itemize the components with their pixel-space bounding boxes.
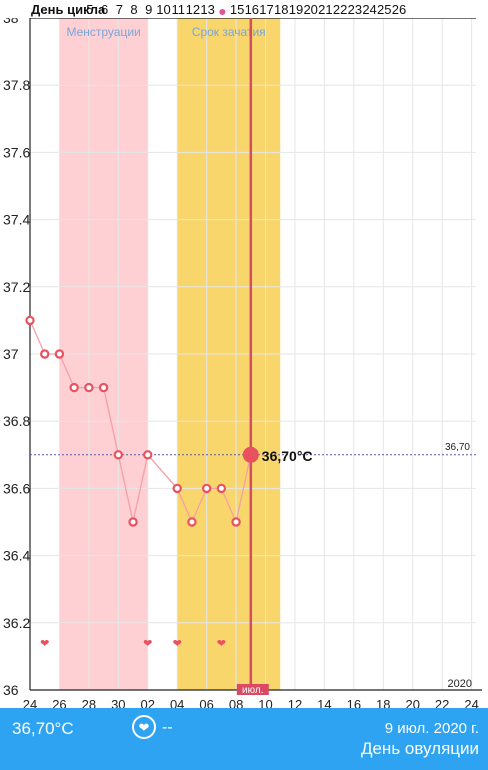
cycle-day-label: 25 (377, 2, 391, 17)
cycle-day-label: 20 (303, 2, 317, 17)
x-tick-label: 06 (199, 697, 213, 708)
temperature-point (172, 483, 182, 494)
footer-day-label: День овуляции (360, 739, 479, 758)
cycle-day-label: 17 (259, 2, 273, 17)
temperature-point (231, 517, 241, 527)
temperature-point (113, 450, 124, 460)
cycle-day-title: День цикла (31, 2, 106, 17)
y-tick-label: 36.4 (3, 548, 30, 564)
selected-point (242, 446, 259, 463)
month-label-bg (236, 684, 269, 695)
y-tick-label: 37 (3, 346, 19, 362)
y-tick-label: 36.8 (3, 413, 30, 429)
x-tick-label: 20 (405, 697, 419, 708)
temperature-point (216, 483, 227, 494)
y-tick-label: 37.6 (3, 144, 30, 160)
x-tick-label: 02 (141, 697, 155, 708)
month-label: июл. (242, 685, 263, 696)
footer-intercourse-value: -- (162, 719, 173, 736)
cycle-day-label: 7 (116, 2, 123, 17)
heart-button[interactable]: ❤ (132, 715, 156, 739)
bbt-chart[interactable]: 3636.236.436.636.83737.237.437.637.83824… (0, 0, 488, 708)
x-tick-label: 10 (258, 697, 272, 708)
temperature-point (143, 450, 153, 460)
x-tick-label: 16 (347, 697, 361, 708)
x-tick-label: 30 (111, 697, 125, 708)
heart-icon: ❤ (138, 719, 150, 735)
header-strip (0, 0, 488, 18)
heart-marker-icon: ❤ (143, 638, 152, 650)
cycle-day-label: 13 (200, 2, 214, 17)
heart-marker-icon: ❤ (217, 638, 226, 650)
cycle-day-label: 22 (333, 2, 347, 17)
cycle-day-label: 21 (318, 2, 332, 17)
x-tick-label: 14 (317, 697, 331, 708)
x-tick-label: 04 (170, 697, 184, 708)
x-tick-label: 22 (435, 697, 449, 708)
cycle-day-label: 18 (274, 2, 288, 17)
heart-marker-icon: ❤ (40, 638, 49, 650)
heart-marker-icon: ❤ (173, 638, 182, 650)
temperature-point (40, 349, 50, 359)
y-tick-label: 37.4 (3, 212, 30, 228)
cycle-day-label: 23 (348, 2, 362, 17)
cycle-day-label: 5 (86, 2, 93, 17)
reference-label: 36,70 (445, 442, 470, 453)
y-tick-label: 37.2 (3, 279, 30, 295)
cycle-day-label: 11 (171, 2, 185, 17)
band-label: Менструации (66, 25, 140, 39)
cycle-day-label: 6 (101, 2, 108, 17)
cycle-day-label: 26 (392, 2, 406, 17)
x-tick-label: 12 (288, 697, 302, 708)
x-tick-label: 08 (229, 697, 243, 708)
temperature-point (54, 349, 65, 359)
temperature-point (98, 382, 109, 393)
cycle-day-label: 8 (130, 2, 137, 17)
footer-date: 9 июл. 2020 г. (384, 720, 479, 737)
x-tick-label: 26 (52, 697, 66, 708)
cycle-day-label: 9 (145, 2, 152, 17)
cycle-day-label: 16 (245, 2, 259, 17)
cycle-day-label: 10 (156, 2, 170, 17)
x-tick-label: 24 (23, 697, 37, 708)
cycle-day-label: 15 (230, 2, 244, 17)
year-label: 2020 (448, 678, 472, 690)
temperature-point (187, 517, 197, 527)
y-tick-label: 36.2 (3, 615, 30, 631)
cycle-day-label: 19 (289, 2, 303, 17)
temperature-point (25, 315, 35, 326)
y-tick-label: 37.8 (3, 77, 30, 93)
y-tick-label: 36 (3, 682, 19, 698)
cycle-day-label: 24 (362, 2, 376, 17)
x-tick-label: 24 (464, 697, 478, 708)
cycle-day-label: 12 (186, 2, 200, 17)
temperature-point (128, 517, 138, 527)
selected-value-label: 36,70°C (262, 448, 313, 464)
temperature-point (84, 382, 94, 393)
x-tick-label: 18 (376, 697, 390, 708)
y-tick-label: 36.6 (3, 480, 30, 496)
x-tick-label: 28 (82, 697, 96, 708)
band-label: Срок зачатия (192, 25, 266, 39)
footer-bar: 36,70°C ❤ -- 9 июл. 2020 г. День овуляци… (0, 708, 488, 770)
footer-temperature[interactable]: 36,70°C (12, 719, 74, 738)
temperature-point (201, 483, 212, 494)
temperature-point (69, 382, 79, 393)
ovulation-day-dot (219, 9, 226, 15)
